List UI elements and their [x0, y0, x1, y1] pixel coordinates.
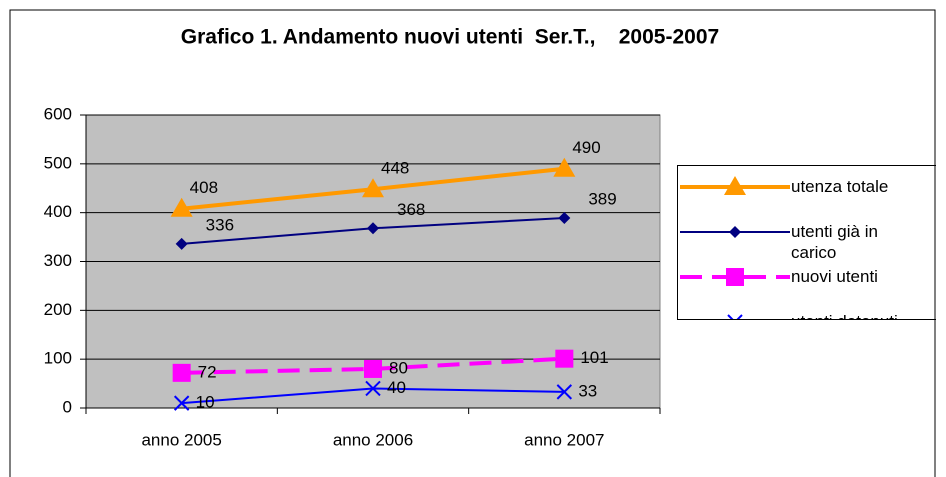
x-tick-label: anno 2007	[524, 430, 604, 449]
y-tick-label: 400	[44, 202, 72, 221]
marker	[558, 212, 571, 225]
data-label: 80	[389, 358, 408, 377]
marker	[173, 395, 190, 411]
chart-title: Grafico 1. Andamento nuovi utenti Ser.T.…	[181, 26, 719, 49]
y-tick-label: 300	[44, 251, 72, 270]
marker	[172, 363, 191, 382]
data-label: 408	[190, 178, 218, 197]
y-tick-label: 500	[44, 153, 72, 172]
y-tick-label: 0	[63, 397, 72, 416]
marker	[556, 384, 573, 400]
legend: utenza totale utenti già in carico nuovi u…	[677, 165, 936, 320]
legend-label: utenti detenuti	[791, 311, 903, 319]
legend-symbol	[680, 268, 790, 286]
marker	[724, 176, 746, 195]
x-tick-label: anno 2006	[333, 430, 413, 449]
legend-label: nuovi utenti	[791, 267, 878, 286]
marker	[553, 157, 576, 177]
data-label: 72	[198, 362, 217, 381]
marker	[367, 222, 379, 235]
data-label: 368	[397, 200, 425, 219]
legend-symbol	[680, 176, 790, 195]
marker	[175, 237, 188, 250]
data-label: 336	[206, 215, 234, 234]
marker	[362, 178, 384, 198]
legend-symbol	[727, 314, 743, 319]
legend-label: utenza totale	[791, 177, 889, 196]
marker	[727, 314, 743, 319]
marker	[365, 380, 381, 397]
x-tick-label: anno 2005	[141, 430, 221, 449]
y-tick-label: 600	[44, 104, 72, 123]
data-label: 10	[196, 393, 215, 412]
marker	[364, 359, 382, 378]
y-tick-label: 100	[44, 349, 72, 368]
data-label: 33	[578, 381, 597, 400]
data-label: 101	[580, 348, 608, 367]
data-label: 490	[572, 138, 600, 157]
data-label: 448	[381, 159, 409, 178]
marker	[726, 268, 744, 286]
legend-symbol	[680, 226, 790, 238]
data-label: 389	[588, 190, 616, 209]
data-label: 40	[387, 378, 406, 397]
marker	[729, 226, 741, 238]
marker	[170, 197, 193, 217]
y-tick-label: 200	[44, 300, 72, 319]
marker	[555, 349, 574, 368]
legend-label: utenti già in carico	[791, 222, 878, 262]
